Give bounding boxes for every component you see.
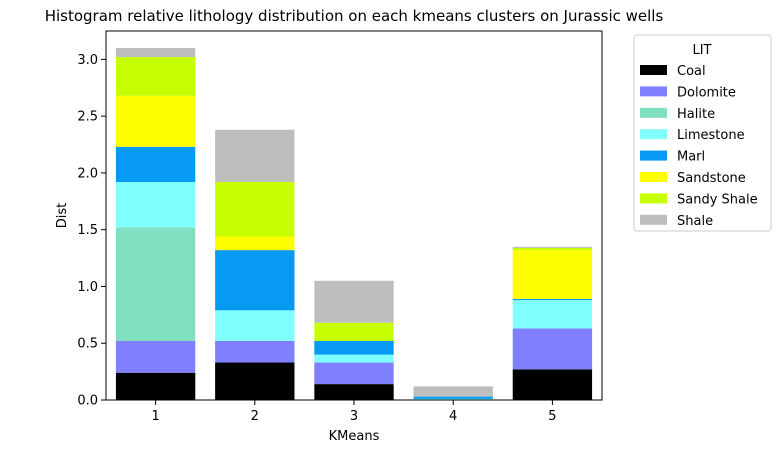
x-tick-label: 5	[548, 409, 556, 424]
y-tick-label: 1.0	[77, 280, 98, 295]
bar-coal-cluster-3	[314, 384, 394, 400]
legend-swatch-shale	[640, 214, 667, 225]
chart-title: Histogram relative lithology distributio…	[45, 7, 664, 25]
y-tick-label: 0.0	[77, 394, 98, 409]
bar-sandy-shale-cluster-5	[512, 247, 593, 251]
bar-coal-cluster-5	[512, 369, 593, 400]
legend-swatch-dolomite	[640, 86, 667, 97]
bar-coal-cluster-1	[115, 372, 196, 400]
legend-label: Coal	[677, 64, 706, 79]
bar-sandstone-cluster-1	[115, 95, 196, 147]
legend-label: Marl	[677, 150, 705, 165]
bar-limestone-cluster-3	[314, 354, 394, 363]
legend-label: Dolomite	[677, 85, 736, 100]
bar-shale-cluster-4	[413, 386, 493, 397]
y-tick-label: 2.5	[77, 110, 98, 125]
legend-swatch-sandy-shale	[640, 193, 667, 204]
bar-dolomite-cluster-3	[314, 362, 394, 385]
x-axis: 1 2 3 4 5	[151, 400, 557, 424]
legend-label: Halite	[677, 107, 715, 122]
bar-halite-cluster-1	[115, 227, 196, 341]
plot-area	[115, 48, 593, 400]
legend-frame	[633, 34, 772, 232]
legend-title: LIT	[692, 43, 711, 58]
bar-sandy-shale-cluster-2	[215, 182, 295, 237]
bar-coal-cluster-2	[215, 362, 295, 400]
legend-swatch-coal	[640, 65, 667, 75]
legend-swatch-limestone	[640, 129, 667, 140]
bar-shale-cluster-1	[115, 48, 196, 58]
bar-limestone-cluster-4	[413, 398, 493, 400]
legend-swatch-sandstone	[640, 172, 667, 182]
legend-swatch-halite	[640, 107, 667, 118]
bar-shale-cluster-5	[512, 246, 593, 248]
y-tick-label: 2.0	[77, 166, 98, 181]
y-axis: 0.0 0.5 1.0 1.5 2.0 2.5 3.0	[77, 53, 106, 409]
y-tick-label: 0.5	[77, 337, 98, 352]
bar-marl-cluster-3	[314, 340, 394, 355]
y-axis-label: Dist	[55, 203, 70, 229]
bar-shale-cluster-3	[314, 280, 394, 323]
bar-shale-cluster-2	[215, 129, 295, 183]
bar-sandstone-cluster-2	[215, 236, 295, 251]
bar-dolomite-cluster-5	[512, 328, 593, 370]
legend-label: Limestone	[677, 128, 745, 143]
legend-label: Shale	[677, 214, 713, 229]
y-tick-label: 1.5	[77, 223, 98, 238]
legend-label: Sandstone	[677, 171, 746, 186]
bar-marl-cluster-5	[512, 298, 593, 301]
bar-sandy-shale-cluster-1	[115, 57, 196, 96]
x-tick-label: 2	[251, 409, 259, 424]
legend-label: Sandy Shale	[677, 192, 758, 207]
bar-limestone-cluster-2	[215, 310, 295, 341]
x-tick-label: 1	[151, 409, 159, 424]
bar-marl-cluster-4	[413, 396, 493, 399]
bar-marl-cluster-1	[115, 146, 196, 183]
bar-limestone-cluster-1	[115, 182, 196, 228]
bar-limestone-cluster-5	[512, 300, 593, 329]
x-tick-label: 4	[449, 409, 457, 424]
x-axis-label: KMeans	[329, 429, 380, 444]
bar-sandy-shale-cluster-3	[314, 322, 394, 341]
legend-swatch-marl	[640, 150, 667, 161]
bar-sandstone-cluster-5	[512, 250, 593, 299]
bar-dolomite-cluster-1	[115, 340, 196, 373]
y-tick-label: 3.0	[77, 53, 98, 68]
x-tick-label: 3	[350, 409, 358, 424]
bar-dolomite-cluster-2	[215, 340, 295, 363]
legend: LIT Coal Dolomite Halite Limestone Marl Sands…	[633, 34, 772, 232]
bar-marl-cluster-2	[215, 250, 295, 311]
